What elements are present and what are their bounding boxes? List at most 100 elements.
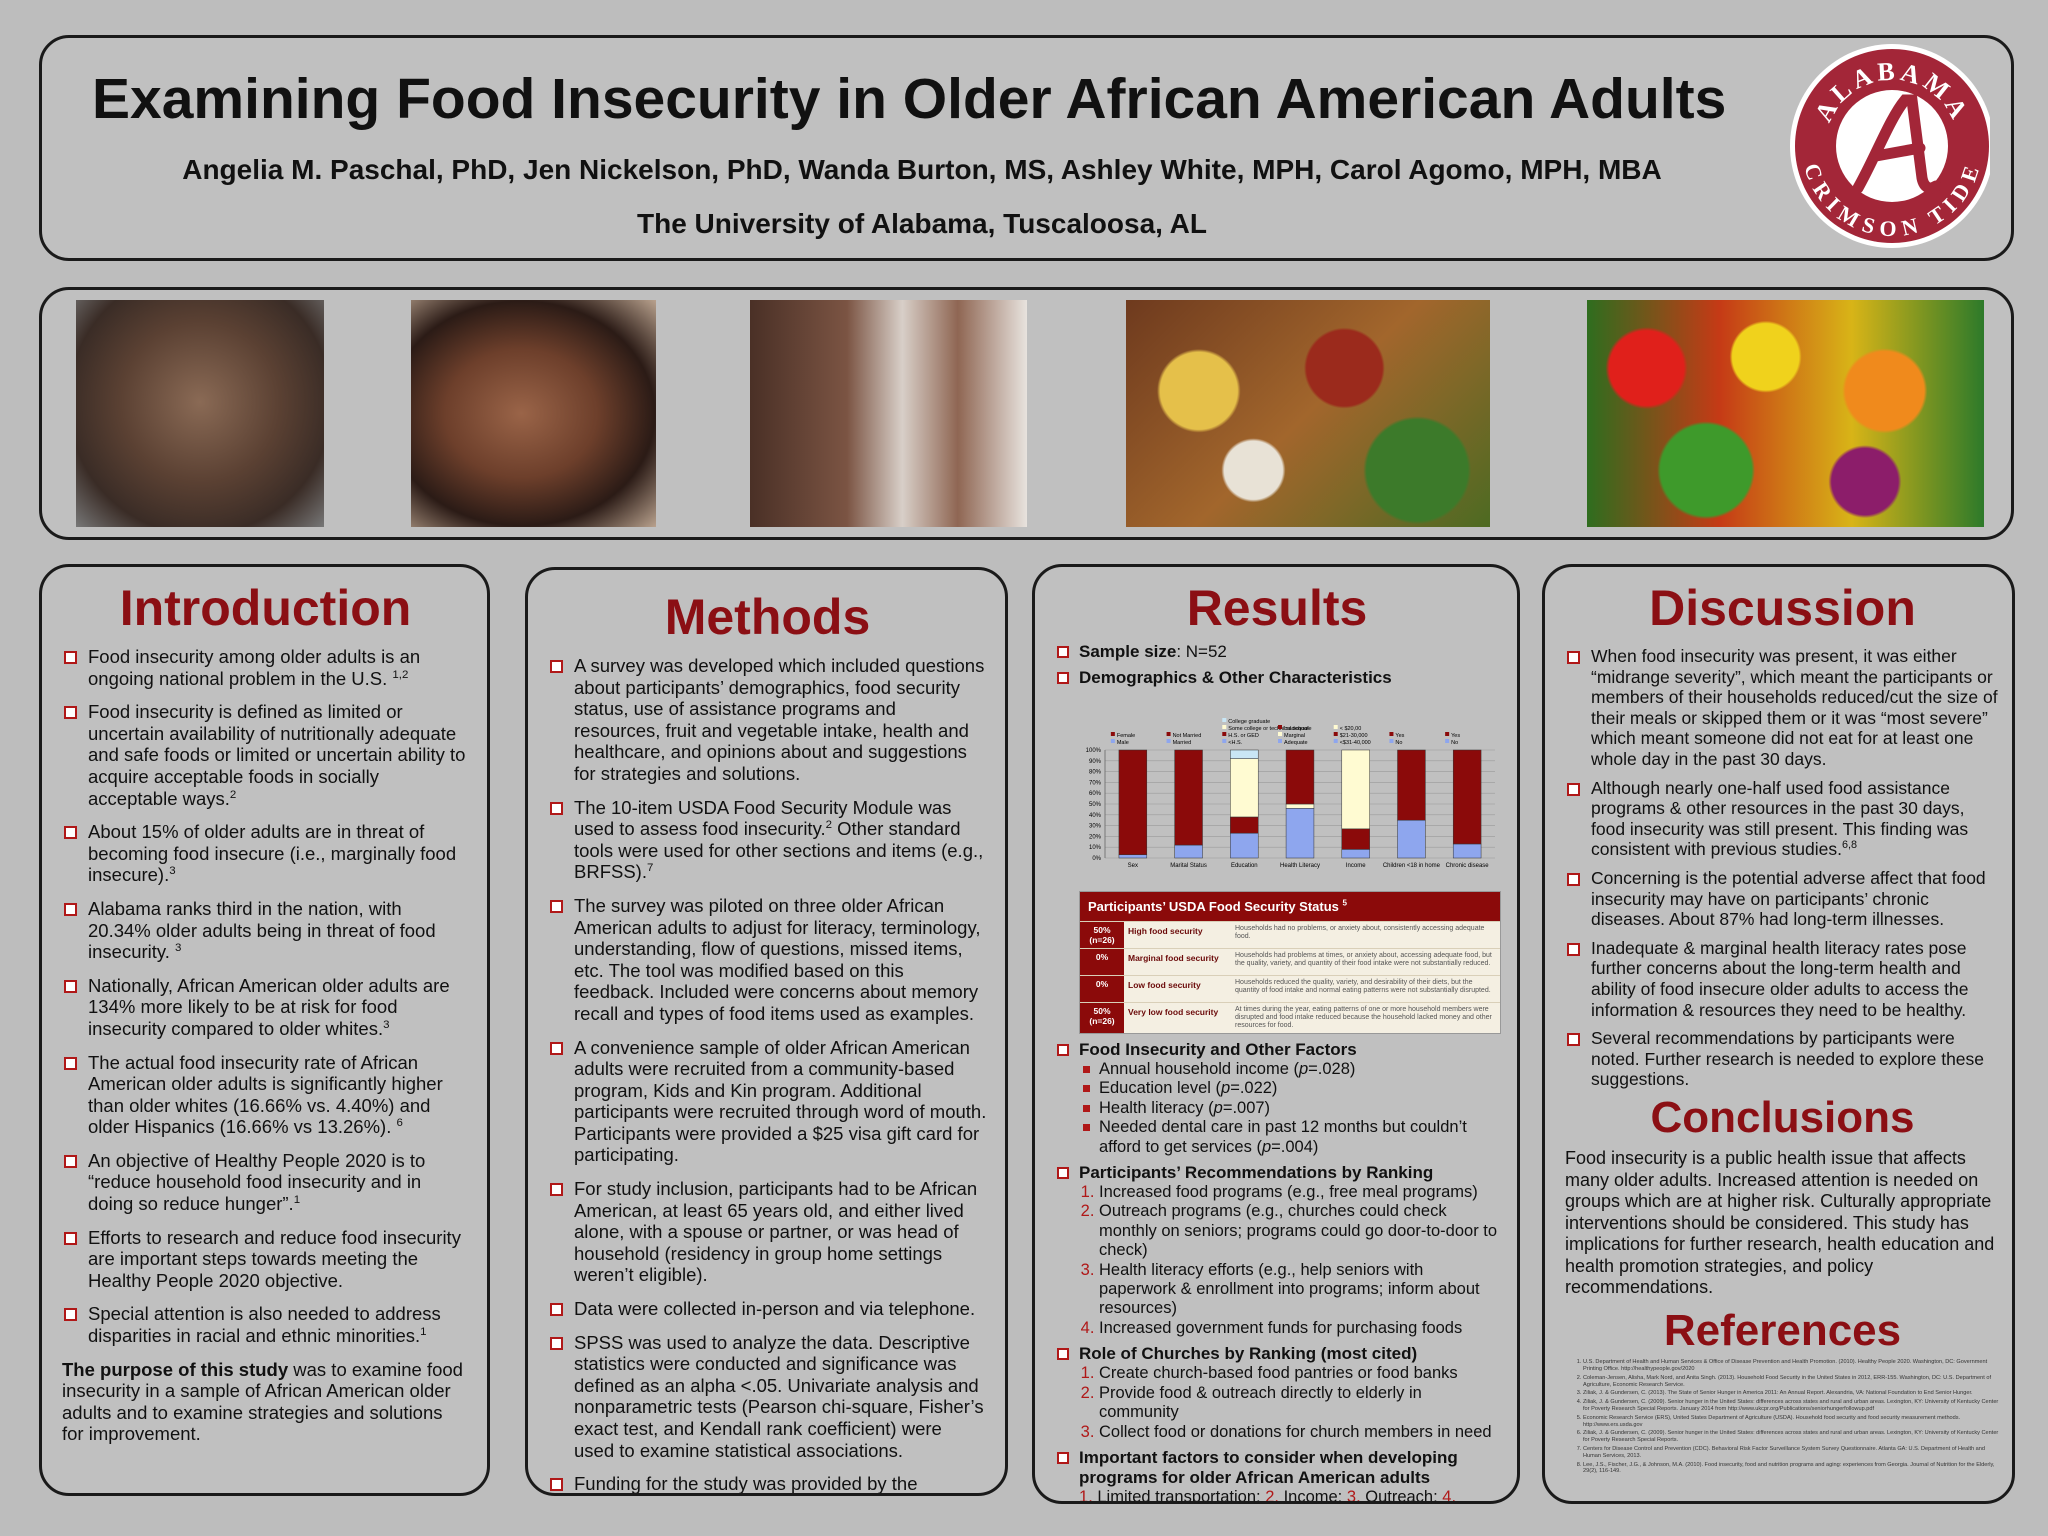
bullet: Several recommendations by participants … [1565,1028,2000,1090]
heading: Discussion [1649,580,1916,636]
reference: Ziliak, J. & Gundersen, C. (2009). Senio… [1583,1430,2000,1444]
bar-segment [1174,844,1203,859]
legend-swatch [1110,732,1115,736]
text-run: 6 [396,1117,403,1130]
bar-segment [1341,749,1370,830]
text-run: 1 [293,1193,301,1206]
heading: References [1663,1305,1902,1355]
church-role: Create church-based food pantries or foo… [1099,1364,1499,1383]
legend-label: Adequate [1284,740,1308,746]
demographics: Demographics & Other Characteristics [1055,668,1499,688]
text-run: An objective of Healthy People 2020 is t… [88,1149,426,1215]
food-security-table: Participants’ USDA Food Security Status … [1079,891,1501,1034]
text-run: Alabama ranks third in the nation, with … [88,897,436,963]
references-list: U.S. Department of Health and Human Serv… [1565,1359,2000,1475]
methods: Methods A survey was developed which inc… [525,567,1008,1496]
bar-segment [1341,828,1370,850]
bar-segment [1397,749,1426,821]
bullet: The actual food insecurity rate of Afric… [62,1052,469,1138]
recommendations-list: Increased food programs (e.g., free meal… [1055,1183,1499,1338]
level: Marginal food security [1128,953,1219,963]
factor-item: Limited transportation; [1079,1487,1261,1504]
percent: 0% [1080,949,1124,975]
legend-label: Marginal [1284,733,1305,739]
description: Households had problems at times, or anx… [1235,952,1492,967]
legend-label: Male [1117,740,1129,746]
text-run: =.028) [1308,1060,1356,1078]
table-title: Participants’ USDA Food Security Status … [1080,892,1500,921]
legend-label: Not Married [1173,733,1202,739]
heading: Methods [664,589,871,645]
important-list: Limited transportation; Income; Outreach… [1055,1487,1499,1504]
y-tick-label: 100% [1086,748,1102,754]
legend-swatch [1389,732,1394,736]
y-tick-label: 30% [1089,824,1102,830]
bar-segment [1452,843,1482,859]
text-run: =.004) [1271,1137,1319,1156]
x-tick-label: Chronic disease [1446,863,1490,869]
text-run: 3 [169,865,176,878]
factor: Annual household income (p=.028) [1083,1060,1499,1079]
y-tick-label: 90% [1089,759,1102,765]
reference: Ziliak, J. & Gundersen, C. (2009). Senio… [1583,1399,2000,1413]
bar-segment [1285,808,1315,859]
legend-swatch [1445,732,1450,736]
bullet: When food insecurity was present, it was… [1565,646,2000,770]
text-run: Sample size [1079,642,1177,661]
logo-letter [1852,94,1942,194]
text-run: Several recommendations by participants … [1591,1028,1985,1090]
text-run: 2 [229,788,237,801]
discussion: Discussion When food insecurity was pres… [1542,564,2015,1504]
legend-label: Inadequate [1284,726,1312,732]
x-tick-label: Income [1346,863,1366,869]
text-run: p [1298,1060,1309,1078]
authors: Angelia M. Paschal, PhD, Jen Nickelson, … [182,154,1662,185]
churches-list: Create church-based food pantries or foo… [1055,1364,1499,1442]
bullet: Food insecurity is defined as limited or… [62,701,469,809]
reference: Centers for Disease Control and Preventi… [1583,1446,2000,1460]
text-run: The actual food insecurity rate of Afric… [88,1051,443,1138]
table-row: 0% Low food security Households reduced th… [1080,975,1500,1002]
bar-segment [1118,854,1148,859]
bar-segment [1452,749,1482,845]
legend-label: Married [1173,740,1192,746]
text-run: The survey was piloted on three older Af… [574,894,981,1024]
text-run: =.007) [1222,1098,1271,1117]
text-run: Nationally, African American older adult… [88,974,450,1039]
text-run: was to examine food insecurity in a samp… [62,1358,463,1445]
legend-swatch [1222,725,1227,729]
text-run: Health literacy ( [1099,1098,1214,1117]
reference: U.S. Department of Health and Human Serv… [1583,1359,2000,1373]
text-run: Participants’ USDA Food Security Status [1088,899,1343,914]
legend-label: <$31-40,000 [1340,740,1371,746]
bullet: Funding for the study was provided by th… [548,1473,987,1493]
text-run: Although nearly one-half used food assis… [1591,777,1969,860]
bullet: An objective of Healthy People 2020 is t… [62,1150,469,1215]
church-role: Collect food or donations for church mem… [1099,1423,1499,1442]
text-run: Efforts to research and reduce food inse… [88,1226,461,1291]
legend-label: Yes [1451,733,1460,739]
bullet: A survey was developed which included qu… [548,655,987,785]
list-title: Role of Churches by Ranking (most cited) [1055,1344,1499,1364]
text-run: : N=52 [1176,642,1227,661]
legend-swatch [1222,739,1227,743]
legend-swatch [1445,739,1450,743]
factor: Education level (p=.022) [1083,1079,1499,1098]
heading: Results [1186,580,1368,636]
legend-swatch [1222,718,1227,722]
y-tick-label: 0% [1092,856,1101,862]
bullet: Inadequate & marginal health literacy ra… [1565,938,2000,1020]
purpose: The purpose of this study was to examine… [62,1359,469,1445]
header: Examining Food Insecurity in Older Afric… [39,35,2014,261]
legend-swatch [1278,732,1282,736]
heading: Conclusions [1650,1092,1915,1142]
bar-segment [1174,749,1203,846]
text-run: 3 [175,941,182,954]
text-run: Inadequate & marginal health literacy ra… [1591,937,1969,1020]
text-run: 7 [646,862,654,875]
bullet: The 10-item USDA Food Security Module wa… [548,797,987,883]
text-run: SPSS was used to analyze the data. Descr… [574,1331,984,1461]
list-title: Food Insecurity and Other Factors [1055,1040,1499,1060]
text-run: 1 [420,1325,427,1338]
description: Households had no problems, or anxiety a… [1235,925,1485,940]
